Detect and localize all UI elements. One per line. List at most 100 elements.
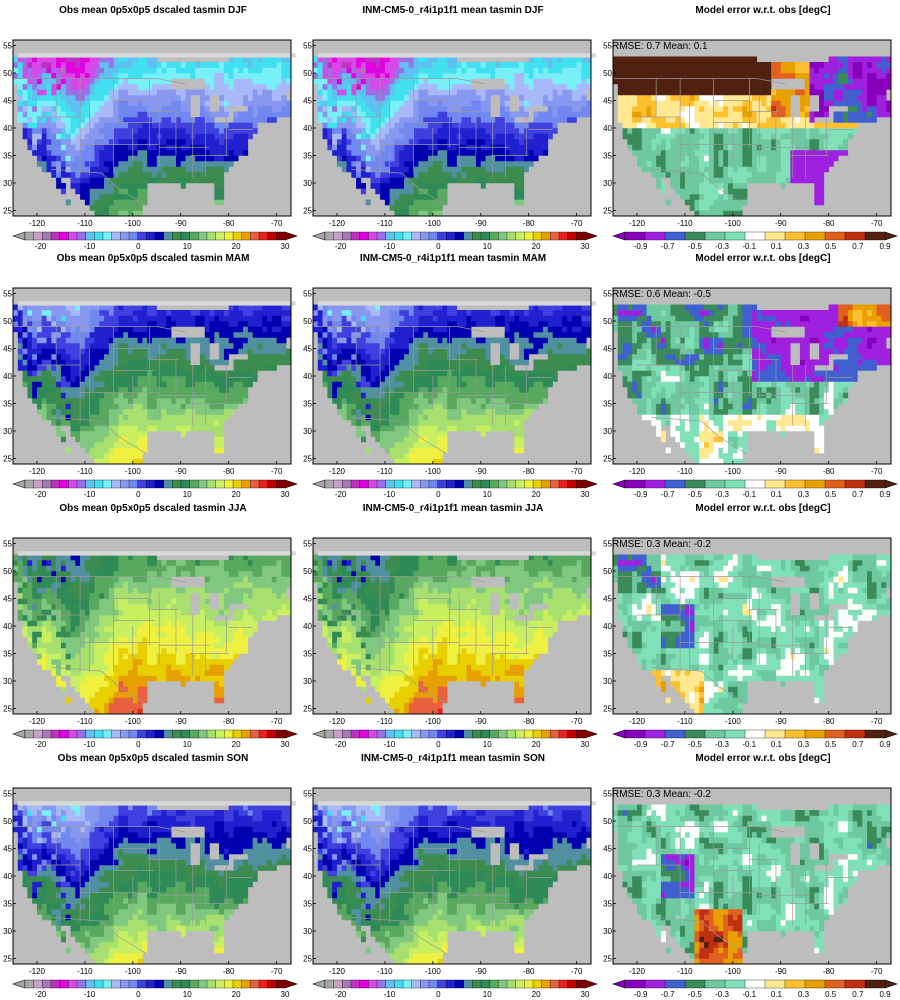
data-cell bbox=[238, 56, 244, 63]
data-cell bbox=[346, 166, 352, 173]
data-cell bbox=[180, 62, 186, 68]
data-cell bbox=[384, 177, 390, 184]
data-cell bbox=[613, 78, 619, 85]
data-cell bbox=[166, 177, 172, 184]
data-cell bbox=[547, 67, 553, 74]
data-cell bbox=[742, 89, 748, 96]
data-cell bbox=[60, 370, 66, 377]
data-cell bbox=[519, 95, 525, 101]
data-cell bbox=[185, 67, 191, 74]
data-cell bbox=[495, 117, 501, 123]
data-cell bbox=[214, 166, 220, 173]
data-cell bbox=[84, 392, 90, 399]
data-cell bbox=[60, 310, 66, 316]
data-cell bbox=[571, 62, 577, 68]
data-cell bbox=[80, 387, 86, 393]
data-cell bbox=[699, 172, 705, 178]
data-cell bbox=[336, 161, 343, 167]
data-cell bbox=[123, 315, 129, 322]
data-cell bbox=[737, 205, 743, 211]
data-cell bbox=[442, 139, 448, 145]
data-cell bbox=[147, 150, 153, 156]
data-cell bbox=[104, 453, 110, 459]
data-cell bbox=[514, 188, 520, 195]
data-cell bbox=[65, 343, 71, 349]
data-cell bbox=[32, 117, 38, 123]
data-cell bbox=[660, 122, 666, 129]
data-cell bbox=[195, 139, 201, 145]
data-cell bbox=[180, 139, 186, 145]
data-cell bbox=[442, 122, 448, 129]
data-cell bbox=[480, 122, 486, 129]
data-cell bbox=[22, 106, 28, 112]
lat-tick-label: 35 bbox=[603, 152, 612, 161]
data-cell bbox=[118, 133, 124, 140]
data-cell bbox=[752, 111, 758, 118]
data-cell bbox=[204, 420, 210, 426]
data-cell bbox=[195, 166, 201, 173]
data-cell bbox=[104, 458, 110, 465]
data-cell bbox=[428, 95, 434, 101]
data-cell bbox=[70, 139, 76, 145]
data-cell bbox=[699, 117, 705, 123]
data-cell bbox=[504, 166, 510, 173]
data-cell bbox=[533, 117, 539, 123]
data-cell bbox=[509, 155, 515, 162]
data-cell bbox=[70, 398, 76, 404]
data-cell bbox=[75, 150, 81, 156]
data-cell bbox=[267, 73, 273, 79]
data-cell bbox=[46, 95, 52, 101]
data-cell bbox=[41, 326, 47, 333]
data-cell bbox=[523, 89, 529, 96]
data-cell bbox=[185, 150, 191, 156]
data-cell bbox=[689, 122, 695, 129]
data-cell bbox=[84, 326, 90, 333]
data-cell bbox=[699, 188, 705, 195]
data-cell bbox=[180, 89, 186, 96]
data-cell bbox=[166, 128, 172, 134]
data-cell bbox=[514, 155, 520, 162]
data-cell bbox=[286, 78, 292, 85]
data-cell bbox=[51, 95, 57, 101]
data-cell bbox=[452, 166, 458, 173]
data-cell bbox=[195, 73, 201, 79]
colorbar-swatch bbox=[154, 231, 165, 241]
data-cell bbox=[723, 62, 729, 68]
data-cell bbox=[262, 78, 268, 85]
data-cell bbox=[708, 172, 714, 178]
data-cell bbox=[375, 183, 381, 189]
data-cell bbox=[795, 133, 801, 140]
data-cell bbox=[281, 95, 287, 101]
data-cell bbox=[137, 172, 143, 178]
data-cell bbox=[418, 188, 424, 195]
data-cell bbox=[761, 73, 767, 79]
data-cell bbox=[51, 370, 57, 377]
lat-tick-label: 25 bbox=[603, 207, 612, 216]
data-cell bbox=[418, 117, 424, 123]
data-cell bbox=[195, 89, 201, 96]
data-cell bbox=[452, 106, 458, 112]
data-cell bbox=[408, 166, 414, 173]
data-cell bbox=[84, 95, 90, 101]
data-cell bbox=[46, 128, 52, 134]
data-cell bbox=[271, 111, 277, 118]
data-cell bbox=[204, 315, 210, 322]
data-cell bbox=[651, 89, 657, 96]
data-cell bbox=[36, 326, 43, 333]
data-cell bbox=[228, 73, 234, 79]
colorbar-swatch bbox=[146, 231, 156, 241]
data-cell bbox=[17, 348, 23, 355]
data-cell bbox=[814, 62, 820, 68]
data-cell bbox=[233, 95, 239, 101]
data-cell bbox=[89, 370, 95, 377]
data-cell bbox=[108, 304, 114, 311]
data-cell bbox=[641, 84, 647, 90]
data-cell bbox=[418, 177, 424, 184]
data-cell bbox=[499, 73, 505, 79]
data-cell bbox=[46, 392, 52, 399]
data-cell bbox=[56, 376, 62, 382]
data-cell bbox=[547, 117, 553, 123]
data-cell bbox=[466, 161, 472, 167]
data-cell bbox=[857, 95, 863, 101]
data-cell bbox=[428, 188, 434, 195]
